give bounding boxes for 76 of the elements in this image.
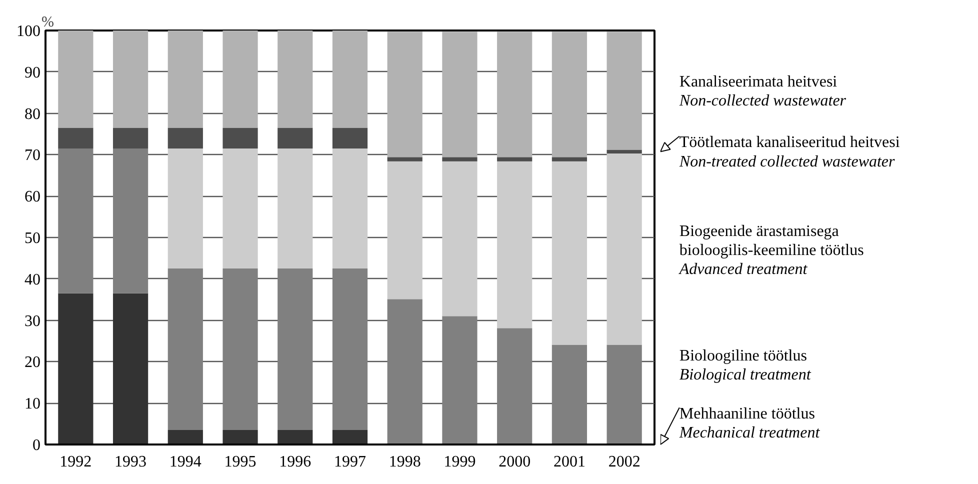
bar xyxy=(606,32,642,150)
y-tick-label: 10 xyxy=(24,396,40,413)
x-tick-label: 2000 xyxy=(498,454,531,470)
bar xyxy=(112,128,148,148)
bar xyxy=(168,268,203,430)
bar xyxy=(387,299,422,444)
bar xyxy=(222,128,258,148)
bar xyxy=(112,30,148,128)
y-tick-label: 20 xyxy=(24,354,40,372)
bar xyxy=(442,161,478,316)
bar xyxy=(332,268,368,430)
x-tick-label: 2002 xyxy=(608,454,640,470)
x-tick-label: 1995 xyxy=(224,454,256,470)
bar xyxy=(278,430,313,444)
x-tick-label: 1997 xyxy=(334,454,366,470)
text: Töötlemata kanaliseeritud heitvesi Non-treated collected wastewater xyxy=(678,134,900,170)
y-tick-label: 40 xyxy=(24,271,40,288)
text: Biogeenide ärastamisega bioloogilis-keemiline töötlus Advanced treatment xyxy=(678,223,864,278)
bar xyxy=(112,148,148,294)
y-axis-title: % xyxy=(42,14,54,30)
bar xyxy=(497,157,532,162)
y-tick-label: 90 xyxy=(24,64,40,82)
bar xyxy=(278,128,313,148)
bar xyxy=(222,148,258,269)
y-tick-label: 80 xyxy=(24,106,40,123)
bar xyxy=(58,128,94,148)
bar xyxy=(222,30,258,128)
y-tick-label: 0 xyxy=(32,437,40,454)
x-tick-label: 1993 xyxy=(114,454,147,470)
bar xyxy=(222,268,258,430)
x-tick-label: 1999 xyxy=(444,454,476,470)
bar xyxy=(58,148,94,294)
bar xyxy=(332,128,368,148)
bar xyxy=(112,293,148,444)
bar xyxy=(442,157,478,162)
bar xyxy=(606,150,642,154)
bar xyxy=(606,344,642,444)
bar xyxy=(497,32,532,158)
bar xyxy=(442,32,478,158)
bar xyxy=(552,157,588,162)
bar xyxy=(168,128,203,148)
bar xyxy=(332,430,368,444)
x-tick-label: 1994 xyxy=(169,454,202,470)
bar xyxy=(442,316,478,444)
x-tick-label: 1996 xyxy=(279,454,312,470)
bar xyxy=(58,30,94,128)
text: Kanaliseerimata heitvesi Non-collected wastewater xyxy=(678,73,847,110)
bar xyxy=(387,32,422,158)
y-tick-label: 60 xyxy=(24,188,40,206)
bar xyxy=(552,32,588,158)
bar xyxy=(222,430,258,444)
bar xyxy=(387,157,422,162)
y-tick-label: 30 xyxy=(24,312,40,330)
bar xyxy=(168,430,203,444)
bar xyxy=(278,148,313,269)
bar xyxy=(497,328,532,444)
text: Bioloogiline töötlus Biological treatment xyxy=(679,348,812,384)
y-tick-label: 70 xyxy=(24,147,40,164)
bar xyxy=(168,148,203,269)
x-tick-label: 1998 xyxy=(388,454,421,470)
bar xyxy=(387,161,422,300)
bar xyxy=(332,148,368,269)
bar xyxy=(168,30,203,128)
y-tick-label: 50 xyxy=(24,230,40,247)
bar xyxy=(552,161,588,345)
bar xyxy=(497,161,532,328)
x-tick-label: 1992 xyxy=(60,454,92,470)
bar xyxy=(552,344,588,444)
x-tick-label: 2001 xyxy=(553,454,586,470)
text: Mehhaaniline töötlus Mechanical treatment xyxy=(678,406,820,442)
bar xyxy=(278,30,313,128)
bar xyxy=(332,30,368,128)
bar xyxy=(606,153,642,345)
bar xyxy=(58,293,94,444)
bar xyxy=(278,268,313,430)
y-tick-label: 100 xyxy=(16,23,40,40)
